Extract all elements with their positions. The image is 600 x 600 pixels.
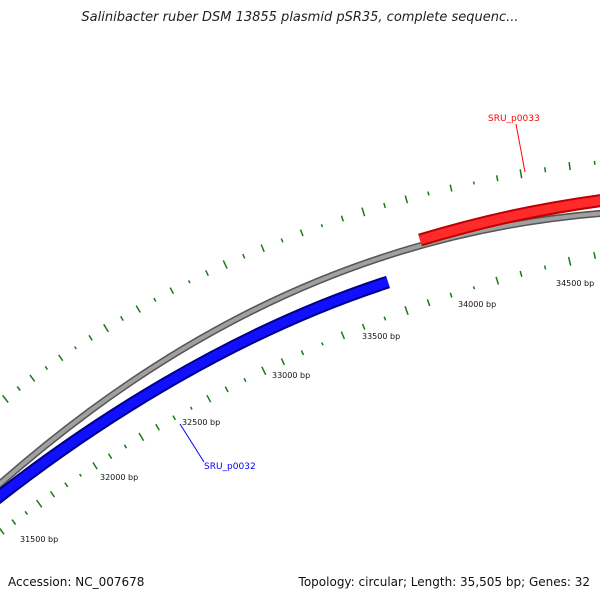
- gc-tick: [449, 292, 453, 298]
- plasmid-backbone-highlight: [0, 211, 600, 487]
- gc-tick: [495, 175, 499, 182]
- gc-tick: [243, 377, 247, 383]
- gc-tick: [340, 215, 345, 222]
- position-label-34500: 34500 bp: [556, 279, 594, 288]
- gc-tick: [426, 299, 431, 307]
- gc-tick: [320, 223, 324, 228]
- gc-tick: [205, 269, 209, 277]
- position-label-33000: 33000 bp: [272, 371, 310, 380]
- gc-tick: [340, 331, 346, 340]
- gc-tick: [383, 316, 387, 321]
- gc-tick: [153, 297, 157, 302]
- gc-tick: [78, 473, 82, 477]
- gene-sru-p0033-fill: [418, 196, 600, 245]
- gc-tick: [404, 195, 409, 204]
- gc-tick: [321, 342, 324, 346]
- gc-tick: [29, 374, 36, 382]
- gc-tick: [35, 499, 43, 508]
- gc-tick: [280, 238, 284, 243]
- gc-tick: [280, 358, 286, 366]
- gc-tick: [222, 260, 228, 269]
- gc-tick: [383, 202, 387, 209]
- gc-tick: [120, 315, 124, 321]
- gc-tick: [260, 244, 265, 253]
- gc-tick: [189, 406, 193, 410]
- gc-tick: [169, 287, 175, 295]
- gc-tick: [73, 346, 77, 350]
- gc-tick: [593, 160, 596, 165]
- gc-tick: [361, 323, 366, 330]
- gc-tick: [472, 286, 476, 290]
- gc-content-inner-ticks: [0, 251, 597, 535]
- gc-tick: [58, 354, 64, 362]
- plasmid-backbone: [0, 210, 600, 489]
- gc-tick: [2, 394, 9, 403]
- gc-tick: [11, 519, 17, 525]
- position-label-32000: 32000 bp: [100, 473, 138, 482]
- gc-tick: [361, 207, 366, 217]
- gene-sru-p0032[interactable]: [0, 275, 391, 528]
- gc-tick: [593, 251, 597, 260]
- gc-tick: [567, 256, 572, 266]
- gc-tick: [49, 490, 56, 498]
- gc-tick: [0, 527, 5, 535]
- gc-tick: [495, 276, 500, 285]
- gc-tick: [300, 350, 305, 356]
- gc-tick: [519, 169, 523, 179]
- gene-label-sru-p0033[interactable]: SRU_p0033: [488, 114, 540, 124]
- gc-tick: [44, 365, 49, 371]
- gc-tick: [519, 270, 523, 277]
- gc-tick: [24, 510, 29, 515]
- gc-tick: [64, 482, 69, 488]
- gc-tick: [88, 334, 93, 341]
- gc-tick: [242, 253, 246, 259]
- gc-tick: [404, 306, 409, 315]
- gc-tick: [103, 323, 110, 333]
- position-label-32500: 32500 bp: [182, 418, 220, 427]
- gc-tick: [224, 386, 229, 393]
- gc-tick: [138, 432, 145, 442]
- map-title: Salinibacter ruber DSM 13855 plasmid pSR…: [81, 10, 519, 25]
- position-label-33500: 33500 bp: [362, 332, 400, 341]
- gc-tick: [427, 191, 430, 196]
- gc-tick: [123, 444, 128, 449]
- gc-tick: [92, 461, 98, 470]
- gc-tick: [299, 229, 304, 237]
- gene-sru-p0032-fill: [0, 277, 390, 502]
- gc-tick: [16, 386, 21, 391]
- gc-tick: [206, 394, 212, 403]
- topology-summary-text: Topology: circular; Length: 35,505 bp; G…: [298, 575, 590, 589]
- accession-text: Accession: NC_007678: [8, 575, 145, 589]
- gc-tick: [107, 453, 113, 460]
- gc-tick: [155, 423, 160, 431]
- gc-tick: [135, 305, 141, 313]
- position-label-31500: 31500 bp: [20, 535, 58, 544]
- gc-tick: [261, 366, 267, 376]
- gc-content-outer-ticks: [2, 160, 596, 403]
- position-label-34000: 34000 bp: [458, 300, 496, 309]
- gene-label-leader-sru-p0032: [179, 423, 205, 463]
- gc-tick: [472, 181, 475, 185]
- gene-label-sru-p0032[interactable]: SRU_p0032: [204, 462, 256, 472]
- gc-tick: [543, 265, 547, 270]
- gene-label-leader-sru-p0033: [515, 123, 526, 173]
- gc-tick: [543, 167, 547, 173]
- gc-tick: [568, 161, 571, 171]
- gc-tick: [172, 415, 177, 421]
- gc-tick: [187, 280, 191, 284]
- gc-tick: [449, 184, 453, 192]
